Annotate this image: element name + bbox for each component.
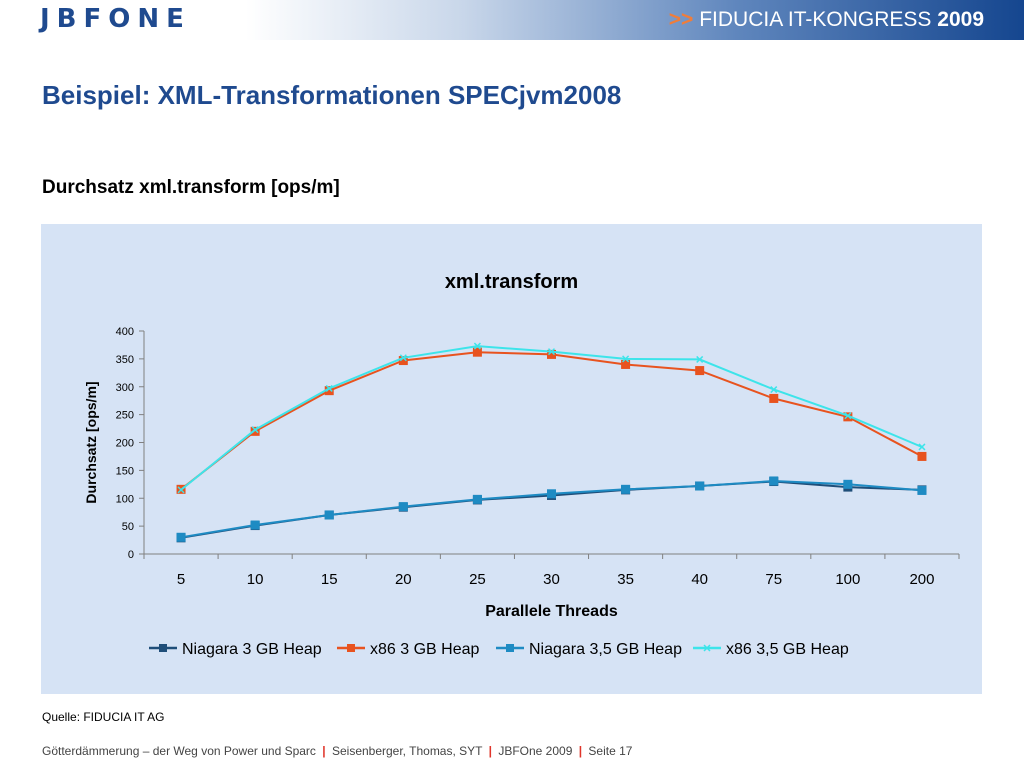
data-point xyxy=(176,532,186,542)
congress-year: 2009 xyxy=(937,8,984,31)
data-point xyxy=(621,359,631,369)
y-tick-label: 200 xyxy=(116,438,134,450)
jbfone-logo: JBFONE xyxy=(40,4,191,34)
data-point xyxy=(695,481,705,491)
y-tick-label: 150 xyxy=(116,465,134,477)
data-point xyxy=(472,494,482,504)
data-point xyxy=(399,354,407,362)
legend-marker xyxy=(159,644,167,652)
slide-subtitle: Durchsatz xml.transform [ops/m] xyxy=(42,177,340,198)
legend-label: x86 3,5 GB Heap xyxy=(726,641,849,658)
data-point xyxy=(843,479,853,489)
chart-title: xml.transform xyxy=(445,271,578,293)
x-tick-label: 10 xyxy=(247,571,264,588)
chart-panel: xml.transform 0 50 100 150 200 250 300 350 400 5 10… xyxy=(41,224,982,694)
data-point xyxy=(918,443,926,451)
data-point xyxy=(622,355,630,363)
x-tick-label: 75 xyxy=(765,571,782,588)
data-point xyxy=(547,489,556,499)
x-tick-label: 15 xyxy=(321,571,338,588)
footer-separator: | xyxy=(322,744,326,758)
x-tick-label: 200 xyxy=(909,571,934,588)
data-point xyxy=(696,355,704,363)
slide-title: Beispiel: XML-Transformationen SPECjvm20… xyxy=(42,80,622,110)
data-point xyxy=(770,386,778,394)
data-point xyxy=(398,356,408,366)
footer-separator: | xyxy=(578,744,583,758)
congress-arrows: >> xyxy=(668,8,694,31)
x-tick-label: 40 xyxy=(691,571,708,588)
data-point xyxy=(398,502,408,512)
x-tick-label: 20 xyxy=(395,571,412,588)
y-tick-label: 350 xyxy=(116,354,134,366)
legend-marker xyxy=(703,644,711,652)
data-point xyxy=(324,510,334,520)
data-point xyxy=(325,384,333,392)
y-tick-label: 0 xyxy=(128,549,134,561)
data-point xyxy=(769,393,779,403)
y-tick-label: 50 xyxy=(122,521,134,533)
legend-marker xyxy=(347,644,355,652)
data-point xyxy=(177,486,185,494)
data-point xyxy=(917,485,927,495)
data-point xyxy=(472,347,482,357)
x-tick-label: 25 xyxy=(469,571,486,588)
data-point xyxy=(695,366,705,376)
y-tick-label: 100 xyxy=(116,493,134,505)
footer-event: JBFOne 2009 xyxy=(498,744,573,758)
data-point xyxy=(250,426,260,436)
data-point xyxy=(250,520,260,530)
data-point xyxy=(547,349,556,359)
y-tick-label: 400 xyxy=(116,326,134,338)
data-point xyxy=(473,342,481,350)
y-axis-label: Durchsatz [ops/m] xyxy=(83,381,99,503)
data-point xyxy=(251,426,259,434)
header-banner: JBFONE >> FIDUCIA IT-KONGRESS 2009 xyxy=(0,0,1024,40)
legend-label: Niagara 3 GB Heap xyxy=(182,641,322,658)
footer-author: Seisenberger, Thomas, SYT xyxy=(331,744,483,758)
footer-separator: | xyxy=(488,744,492,758)
y-tick-label: 250 xyxy=(116,410,134,422)
data-point xyxy=(621,484,631,494)
legend-marker xyxy=(506,644,514,652)
y-tick-label: 300 xyxy=(116,382,134,394)
x-tick-label: 100 xyxy=(835,571,860,588)
footer-talk-title: Götterdämmerung – der Weg von Power und … xyxy=(42,744,316,758)
footer-page-number: Seite 17 xyxy=(588,744,633,758)
data-point xyxy=(917,451,927,461)
series-line-3 xyxy=(180,345,923,491)
x-tick-label: 35 xyxy=(617,571,634,588)
congress-name: FIDUCIA IT-KONGRESS xyxy=(699,8,932,31)
x-tick-label: 5 xyxy=(177,571,185,588)
data-point xyxy=(547,348,556,356)
source-note: Quelle: FIDUCIA IT AG xyxy=(42,710,165,724)
x-tick-label: 30 xyxy=(543,571,560,588)
data-point xyxy=(844,412,852,420)
data-point xyxy=(769,476,779,486)
line-chart: xml.transform 0 50 100 150 200 250 300 350 400 5 10… xyxy=(83,271,960,658)
x-axis-label: Parallele Threads xyxy=(485,603,618,620)
footer: Götterdämmerung – der Weg von Power und … xyxy=(42,744,632,758)
legend-label: Niagara 3,5 GB Heap xyxy=(529,641,682,658)
legend-label: x86 3 GB Heap xyxy=(370,641,480,658)
series-line-1 xyxy=(180,351,923,491)
congress-label: >> FIDUCIA IT-KONGRESS 2009 xyxy=(669,8,984,32)
